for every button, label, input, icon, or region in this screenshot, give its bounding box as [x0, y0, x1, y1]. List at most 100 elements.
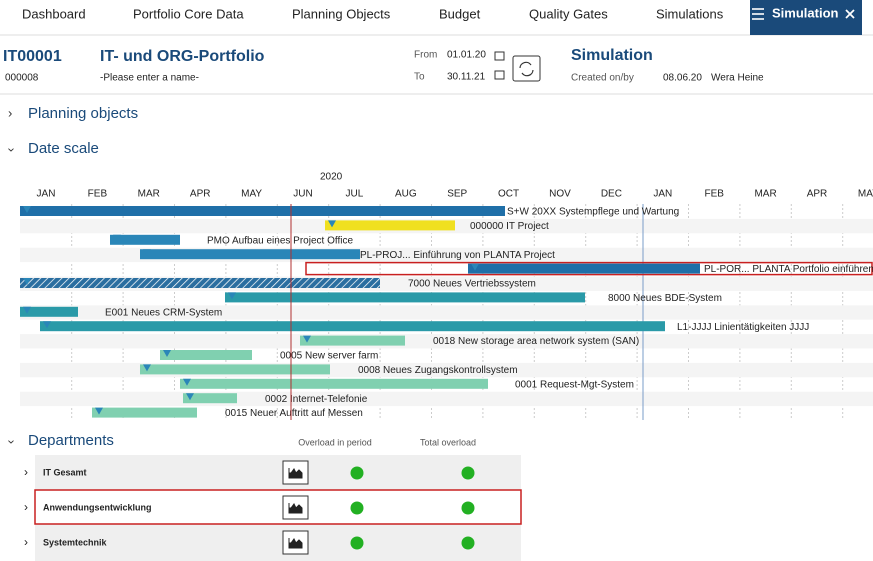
gantt-label: PMO Aufbau eines Project Office	[207, 235, 353, 246]
milestone	[23, 278, 31, 285]
menu-icon	[752, 8, 764, 20]
calendar-icons[interactable]	[494, 51, 505, 80]
gantt-label: 0015 Neuer Auftritt auf Messen	[225, 408, 363, 419]
milestone	[471, 263, 479, 271]
chart-icon	[288, 538, 303, 549]
row-chevron[interactable]: ›	[24, 535, 28, 549]
gantt-bar[interactable]	[468, 263, 700, 274]
expand-chevron[interactable]: ‹	[2, 440, 17, 444]
gantt-label: E001 Neues CRM-System	[105, 307, 222, 318]
department-name[interactable]: IT Gesamt	[43, 467, 87, 477]
month-label: MAR	[138, 189, 160, 200]
gantt-bar[interactable]	[183, 393, 237, 404]
gantt-bar[interactable]	[225, 292, 585, 303]
gantt-label: 000000 IT Project	[470, 221, 549, 232]
selected-bar-outline[interactable]	[305, 261, 873, 276]
active-tab[interactable]	[750, 0, 862, 35]
expand-chevron[interactable]: ‹	[2, 148, 17, 152]
section-title[interactable]: Date scale	[28, 140, 99, 157]
department-name[interactable]: Anwendungsentwicklung	[43, 502, 152, 512]
created-date: 08.06.20	[663, 73, 702, 84]
gantt-bar[interactable]	[160, 350, 252, 360]
nav-tab: Portfolio Core Data	[133, 6, 244, 21]
month-label: FEB	[88, 189, 108, 200]
department-name[interactable]: Systemtechnik	[43, 537, 108, 547]
gantt-bar[interactable]	[20, 278, 380, 288]
row-stripe	[20, 334, 873, 349]
gantt-label: 0002 Internet-Telefonie	[265, 394, 368, 405]
milestone	[23, 206, 31, 213]
gantt-label: S+W 20XX Systempflege und Wartung	[507, 207, 679, 218]
month-label: JUL	[346, 189, 364, 200]
milestone	[183, 378, 191, 386]
month-label: JAN	[37, 189, 56, 200]
row-chevron[interactable]: ›	[24, 465, 28, 479]
month-label: FEB	[704, 189, 724, 200]
gantt-bar[interactable]	[140, 249, 360, 260]
status-dot	[350, 536, 364, 550]
section-title[interactable]: Departments	[28, 432, 114, 449]
month-label: SEP	[447, 189, 467, 200]
gantt-bar[interactable]	[325, 220, 455, 231]
portfolio-subtitle: -Please enter a name-	[100, 73, 199, 84]
month-label: MAR	[754, 189, 776, 200]
section-title[interactable]: Planning objects	[28, 105, 138, 122]
milestone	[43, 321, 51, 329]
milestone	[23, 306, 31, 314]
portfolio-id: IT00001	[3, 48, 62, 65]
gantt-label: PL-POR... PLANTA Portfolio einführen	[704, 264, 873, 275]
gantt-label: 0001 Request-Mgt-System	[515, 379, 634, 390]
status-dot	[461, 536, 475, 550]
gantt-label: L1-JJJJ Linientätigkeiten JJJJ	[677, 322, 809, 333]
gantt-bar[interactable]	[20, 306, 78, 317]
milestone	[303, 335, 311, 343]
created-label: Created on/by	[571, 73, 634, 84]
milestone	[143, 364, 151, 372]
month-label: JUN	[293, 189, 312, 200]
close-icon[interactable]	[845, 9, 855, 19]
row-stripe	[20, 391, 873, 407]
status-dot	[350, 501, 364, 515]
month-label: DEC	[601, 189, 622, 200]
nav-tab: Simulations	[656, 6, 724, 21]
month-label: MAY	[241, 189, 262, 200]
portfolio-title: IT- und ORG-Portfolio	[100, 48, 265, 65]
month-label: NOV	[549, 189, 571, 200]
year-label: 2020	[320, 172, 343, 183]
milestone	[186, 393, 194, 401]
simulation-title: Simulation	[571, 47, 653, 64]
month-label: MAY	[858, 189, 873, 200]
gantt-bar[interactable]	[20, 206, 505, 216]
gantt-label: PL-PROJ... Einführung von PLANTA Project	[360, 250, 555, 261]
gantt-label: 0005 New server farm	[280, 351, 378, 362]
gantt-bar[interactable]	[40, 321, 665, 332]
status-dot	[461, 501, 475, 515]
gantt-label: 0018 New storage area network system (SA…	[433, 336, 639, 347]
row-chevron[interactable]: ›	[24, 500, 28, 514]
gantt-bar[interactable]	[180, 378, 488, 389]
status-dot	[461, 466, 475, 480]
gantt-label: 7000 Neues Vertriebssystem	[408, 279, 536, 290]
nav-tab: Planning Objects	[292, 6, 391, 21]
selected-row[interactable]	[34, 489, 522, 525]
gantt-bar[interactable]	[110, 234, 180, 245]
nav-tab-active: Simulation	[772, 5, 839, 20]
month-label: OCT	[498, 189, 519, 200]
gantt-bar[interactable]	[92, 407, 197, 418]
column-header: Total overload	[420, 437, 476, 447]
gantt-bar[interactable]	[300, 335, 405, 346]
expand-chevron[interactable]: ›	[8, 105, 12, 120]
nav-bar	[0, 0, 873, 35]
chart-icon	[288, 468, 303, 479]
month-label: JAN	[653, 189, 672, 200]
milestone	[163, 350, 171, 357]
gantt-label: 0008 Neues Zugangskontrollsystem	[358, 365, 518, 376]
created-by: Wera Heine	[711, 73, 764, 84]
refresh-button[interactable]	[512, 55, 541, 82]
status-dot	[350, 466, 364, 480]
gantt-bar[interactable]	[140, 364, 330, 375]
milestone	[143, 249, 151, 257]
month-label: APR	[190, 189, 211, 200]
nav-tab: Dashboard	[22, 6, 86, 21]
